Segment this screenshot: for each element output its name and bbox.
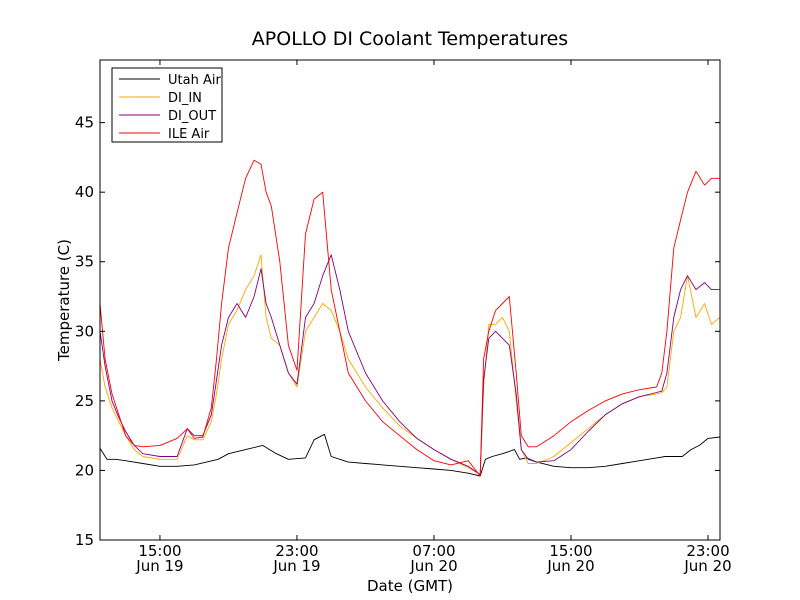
- legend-label: DI_OUT: [168, 109, 216, 124]
- x-tick-date-label: Jun 20: [683, 557, 731, 575]
- x-tick-date-label: Jun 20: [546, 557, 594, 575]
- series-line-utah-air: [99, 433, 721, 477]
- x-tick-time-label: 15:00: [138, 542, 181, 560]
- x-tick-time-label: 23:00: [686, 542, 729, 560]
- plot-frame: [99, 59, 721, 541]
- legend: Utah Air DI_IN DI_OUT ILE Air: [111, 67, 223, 143]
- y-tick-label: 30: [75, 322, 94, 340]
- x-tick-time-label: 07:00: [412, 542, 455, 560]
- legend-label: ILE Air: [168, 127, 210, 142]
- y-axis-label: Temperature (C): [55, 239, 73, 362]
- legend-label: DI_IN: [168, 91, 202, 106]
- legend-box: [111, 67, 223, 143]
- x-tick-time-label: 23:00: [275, 542, 318, 560]
- series-line-ile-air: [99, 159, 720, 477]
- legend-label: Utah Air: [168, 73, 221, 88]
- series-layer: [99, 159, 721, 477]
- y-tick-label: 25: [75, 392, 94, 410]
- series-line-di-out: [99, 254, 720, 476]
- y-axis-ticks: 15 20 25 30 35 40 45: [75, 114, 720, 549]
- x-tick-date-label: Jun 19: [135, 557, 183, 575]
- y-tick-label: 20: [75, 461, 94, 479]
- y-tick-label: 40: [75, 183, 94, 201]
- y-tick-label: 35: [75, 253, 94, 271]
- x-tick-date-label: Jun 19: [272, 557, 320, 575]
- chart-title: APOLLO DI Coolant Temperatures: [252, 28, 568, 50]
- x-axis-label: Date (GMT): [367, 577, 453, 595]
- x-tick-date-label: Jun 20: [409, 557, 457, 575]
- y-tick-label: 45: [75, 114, 94, 132]
- x-tick-time-label: 15:00: [549, 542, 592, 560]
- y-tick-label: 15: [75, 531, 94, 549]
